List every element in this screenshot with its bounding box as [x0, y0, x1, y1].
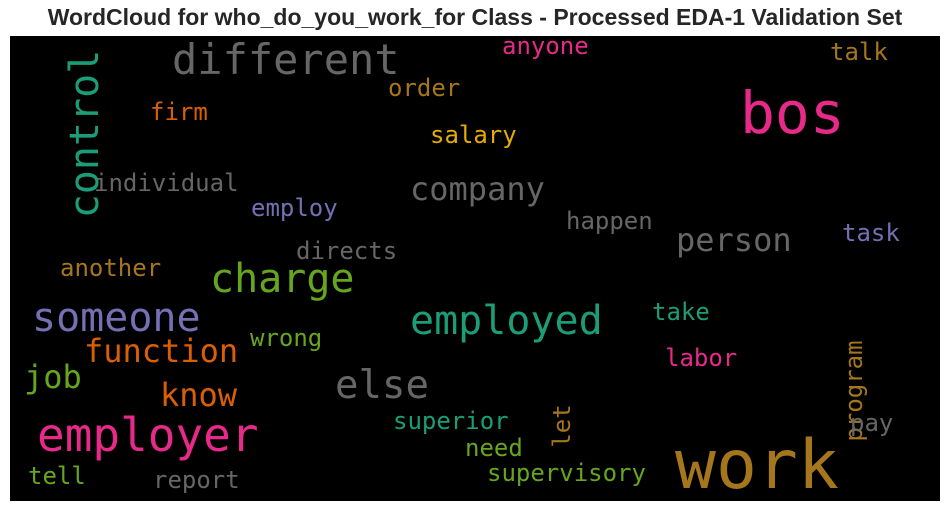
word-pay: pay [850, 409, 893, 437]
word-employer: employer [37, 408, 259, 462]
word-need: need [465, 434, 523, 462]
word-cloud: work bos employer different control employed s… [10, 36, 940, 501]
word-job: job [24, 358, 82, 396]
word-order: order [388, 74, 460, 102]
word-wrong: wrong [250, 324, 322, 352]
word-someone: someone [32, 295, 201, 341]
word-talk: talk [830, 38, 888, 66]
word-happen: happen [566, 207, 653, 235]
word-individual: individual [94, 169, 239, 197]
word-employ: employ [251, 194, 338, 222]
word-employed: employed [410, 298, 603, 344]
word-firm: firm [150, 98, 208, 126]
word-cloud-canvas: work bos employer different control employed s… [24, 36, 900, 501]
word-superior: superior [393, 407, 509, 435]
word-task: task [842, 219, 900, 247]
word-let: let [548, 404, 576, 447]
word-program: program [840, 340, 868, 441]
word-take: take [652, 298, 710, 326]
word-tell: tell [28, 462, 86, 490]
word-labor: labor [665, 344, 737, 372]
word-control: control [62, 50, 108, 219]
word-else: else [335, 363, 429, 408]
word-charge: charge [210, 256, 355, 302]
word-function: function [84, 332, 238, 370]
chart-title: WordCloud for who_do_you_work_for Class … [47, 4, 903, 30]
word-different: different [172, 36, 400, 84]
word-bos: bos [740, 79, 845, 147]
word-anyone: anyone [502, 36, 589, 60]
word-directs: directs [296, 237, 397, 265]
word-supervisory: supervisory [487, 459, 646, 487]
word-salary: salary [430, 121, 517, 149]
word-company: company [410, 170, 545, 208]
word-work: work [675, 426, 839, 501]
word-know: know [160, 376, 238, 414]
word-person: person [676, 221, 792, 259]
word-report: report [153, 466, 240, 494]
word-another: another [60, 254, 161, 282]
